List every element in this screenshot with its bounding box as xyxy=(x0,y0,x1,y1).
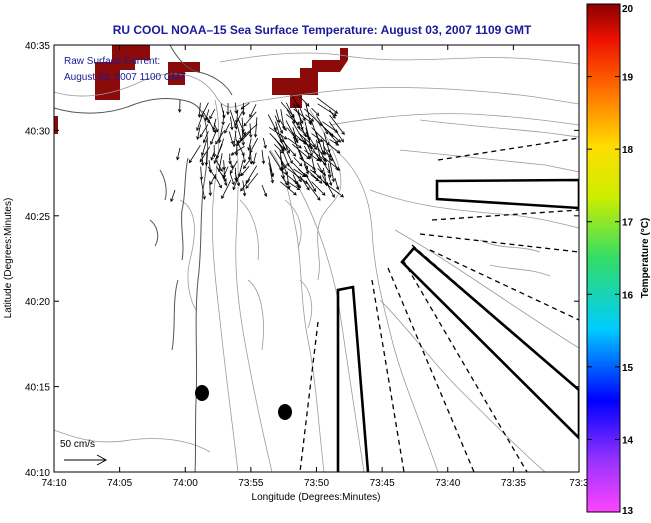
colorbar-label: Temperature (°C) xyxy=(640,218,651,299)
plot-area xyxy=(54,45,579,472)
colorbar-tick-label: 14 xyxy=(622,435,634,446)
x-tick-label: 73:40 xyxy=(435,478,460,489)
y-tick-label: 40:15 xyxy=(25,383,50,394)
colorbar-tick-label: 17 xyxy=(622,218,634,229)
colorbar-tick-label: 13 xyxy=(622,506,634,517)
buoy-marker xyxy=(195,385,209,401)
colorbar xyxy=(587,4,620,512)
x-tick-label: 74:00 xyxy=(173,478,198,489)
colorbar-tick-label: 20 xyxy=(622,4,634,15)
x-tick-label: 73:45 xyxy=(370,478,395,489)
annotation-line-1: Raw Surface Current: xyxy=(64,56,160,67)
scale-label: 50 cm/s xyxy=(60,439,95,450)
y-tick-label: 40:20 xyxy=(25,297,50,308)
y-tick-label: 40:25 xyxy=(25,212,50,223)
colorbar-tick-label: 15 xyxy=(622,363,634,374)
x-tick-label: 73:3 xyxy=(569,478,589,489)
y-axis-label: Latitude (Degrees:Minutes) xyxy=(3,198,14,319)
y-tick-label: 40:35 xyxy=(25,41,50,52)
x-tick-label: 73:50 xyxy=(304,478,329,489)
x-axis-label: Longitude (Degrees:Minutes) xyxy=(252,492,381,503)
buoy-marker xyxy=(278,404,292,420)
y-tick-label: 40:10 xyxy=(25,468,50,479)
x-tick-label: 73:35 xyxy=(501,478,526,489)
colorbar-tick-label: 18 xyxy=(622,145,634,156)
colorbar-tick-label: 16 xyxy=(622,290,634,301)
x-tick-label: 73:55 xyxy=(238,478,263,489)
annotation-line-2: August 03, 2007 1100 GMT xyxy=(64,72,186,83)
x-tick-label: 74:05 xyxy=(107,478,132,489)
colorbar-tick-label: 19 xyxy=(622,73,634,84)
map-title: RU COOL NOAA–15 Sea Surface Temperature:… xyxy=(113,23,532,37)
y-tick-label: 40:30 xyxy=(25,126,50,137)
x-tick-label: 74:10 xyxy=(41,478,66,489)
